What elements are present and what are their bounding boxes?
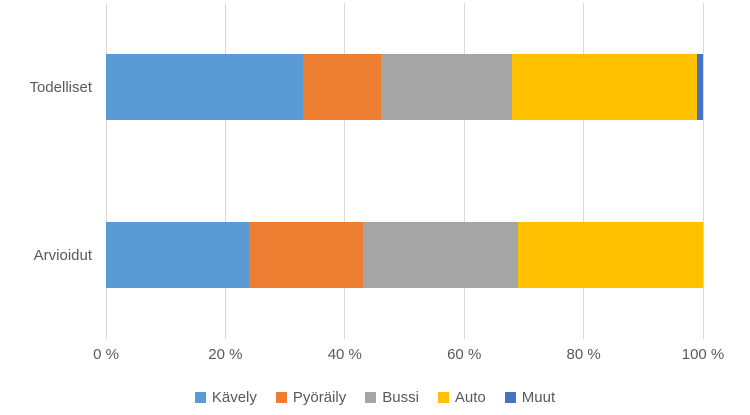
x-tick-label: 20 % (208, 346, 243, 363)
legend-label: Muut (521, 389, 556, 406)
bar-segment (106, 222, 250, 288)
x-axis: 0 % 20 % 40 % 60 % 80 % 100 % (93, 346, 724, 366)
x-tick-label: 60 % (447, 346, 482, 363)
x-tick-label: 100 % (681, 346, 725, 363)
gridline (105, 3, 107, 339)
legend-swatch (504, 392, 516, 403)
x-tick-label: 80 % (566, 346, 601, 363)
legend-item: Auto (437, 389, 486, 406)
bars (106, 3, 703, 339)
legend-swatch (275, 392, 287, 403)
legend-label: Kävely (211, 389, 257, 406)
bar-segment (362, 222, 518, 288)
legend-label: Auto (454, 389, 486, 406)
bar-segment (511, 54, 697, 120)
bar-segment (106, 54, 303, 120)
x-tick-label: 0 % (93, 346, 119, 363)
plot-area (105, 3, 704, 339)
bar-segment (697, 54, 703, 120)
category-label: Todelliset (29, 78, 92, 96)
gridline (224, 3, 226, 339)
legend: Kävely Pyöräily Bussi Auto Muut (0, 389, 750, 406)
legend-item: Muut (504, 389, 556, 406)
bar-row (106, 3, 703, 171)
stacked-bar (106, 54, 703, 120)
bar-segment (303, 54, 381, 120)
stacked-bar (106, 222, 703, 288)
bar-segment (517, 222, 703, 288)
category-label: Arvioidut (33, 246, 92, 264)
legend-swatch (194, 392, 206, 403)
legend-label: Pyöräily (292, 389, 347, 406)
bar-segment (249, 222, 363, 288)
legend-swatch (365, 392, 377, 403)
legend-label: Bussi (382, 389, 419, 406)
gridline (463, 3, 465, 339)
legend-swatch (437, 392, 449, 403)
legend-item: Bussi (365, 389, 419, 406)
gridline (702, 3, 704, 339)
y-axis-category-labels: Todelliset Arvioidut (0, 3, 92, 339)
legend-item: Pyöräily (275, 389, 347, 406)
bar-segment (380, 54, 512, 120)
bar-row (106, 171, 703, 339)
gridline (583, 3, 585, 339)
gridline (344, 3, 346, 339)
legend-item: Kävely (194, 389, 257, 406)
x-tick-label: 40 % (327, 346, 362, 363)
